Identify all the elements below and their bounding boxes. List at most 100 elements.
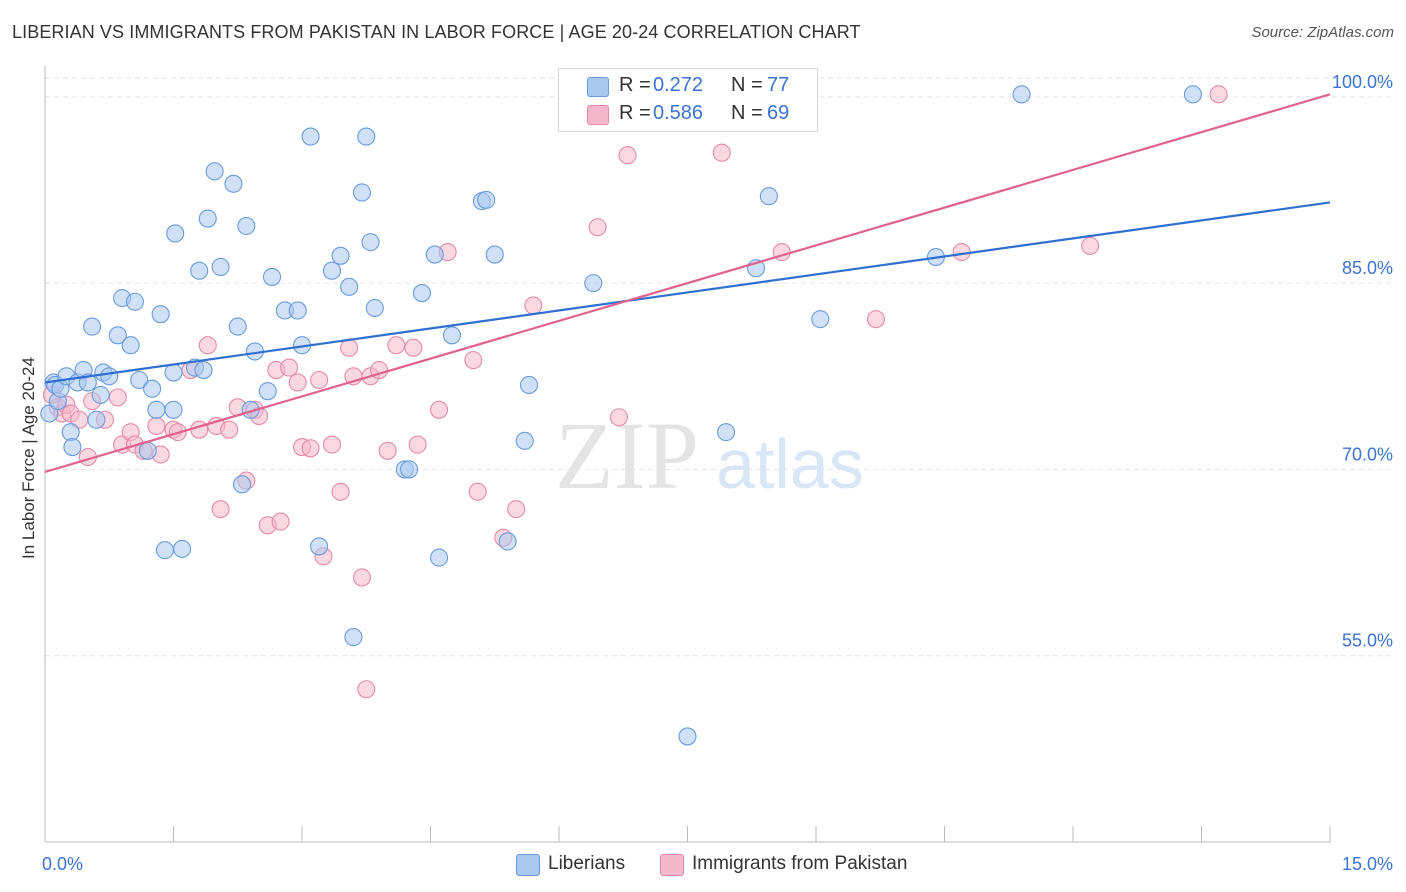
- liberians-point: [1183, 85, 1202, 104]
- liberians-point: [519, 375, 539, 395]
- liberians-point: [262, 267, 282, 286]
- liberians-point: [83, 317, 102, 336]
- pakistan-point: [430, 400, 449, 419]
- pakistan-point: [1209, 85, 1228, 104]
- pakistan-point: [301, 439, 320, 458]
- source-credit: Source: ZipAtlas.com: [1251, 24, 1394, 41]
- liberians-point: [301, 127, 320, 146]
- pakistan-point: [468, 482, 487, 501]
- liberians-point: [164, 363, 183, 382]
- liberians-point: [211, 257, 230, 277]
- liberians-point: [340, 277, 359, 296]
- pakistan-point: [618, 146, 637, 165]
- series-liberians-points: [40, 85, 1202, 746]
- liberians-point: [678, 727, 697, 746]
- liberians-point: [108, 326, 127, 345]
- liberians-point: [143, 379, 162, 398]
- pakistan-point: [198, 336, 217, 355]
- y-tick-label: 55.0%: [1342, 631, 1393, 651]
- liberians-point: [190, 261, 209, 280]
- liberians-point: [310, 537, 329, 556]
- y-tick-label: 100.0%: [1332, 72, 1393, 92]
- liberians-n-value: 77: [767, 74, 790, 96]
- pakistan-trend-line: [44, 93, 1331, 473]
- liberians-point: [331, 246, 350, 265]
- liberians-point: [228, 317, 247, 336]
- pakistan-point: [147, 416, 166, 436]
- liberians-point: [400, 460, 419, 479]
- pakistan-r-value: 0.586: [653, 102, 704, 124]
- pakistan-point: [357, 680, 376, 699]
- liberians-point: [485, 245, 504, 264]
- liberians-point: [173, 539, 192, 558]
- liberians-point: [63, 438, 82, 457]
- liberians-point: [205, 162, 224, 181]
- y-tick-label: 70.0%: [1342, 444, 1393, 464]
- chart-title: LIBERIAN VS IMMIGRANTS FROM PAKISTAN IN …: [12, 22, 861, 42]
- pakistan-point: [280, 358, 299, 377]
- pakistan-point: [588, 218, 607, 237]
- pakistan-point: [288, 373, 307, 392]
- liberians-point: [130, 370, 149, 390]
- liberians-point: [224, 174, 243, 193]
- liberians-point: [442, 326, 461, 345]
- pakistan-point: [524, 296, 543, 315]
- pakistan-point: [322, 435, 342, 454]
- pakistan-point: [1081, 236, 1100, 255]
- pakistan-point: [378, 441, 397, 460]
- liberians-point: [357, 127, 376, 146]
- liberians-point: [151, 305, 170, 324]
- liberians-legend-swatch: [516, 854, 540, 876]
- liberians-point: [78, 373, 97, 392]
- liberians-point: [147, 400, 166, 419]
- liberians-point: [138, 441, 157, 460]
- x-tick-label-min: 0.0%: [42, 854, 83, 874]
- liberians-point: [498, 532, 517, 551]
- liberians-point: [91, 385, 110, 404]
- pakistan-point: [464, 351, 483, 370]
- liberians-point: [258, 382, 277, 401]
- trend-lines: [44, 93, 1331, 473]
- zipatlas-watermark: ZIP atlas: [555, 402, 864, 509]
- liberians-point: [352, 183, 372, 202]
- liberians-point: [121, 336, 140, 355]
- axes: [44, 66, 1331, 843]
- pakistan-point: [211, 500, 230, 519]
- liberians-point: [125, 292, 144, 311]
- n-label: N =: [731, 102, 763, 124]
- liberians-point: [100, 367, 119, 386]
- pakistan-legend-label: Immigrants from Pakistan: [692, 853, 908, 874]
- liberians-point: [198, 209, 217, 228]
- liberians-point: [811, 310, 830, 329]
- liberians-point: [716, 423, 736, 442]
- r-label: R =: [619, 102, 651, 124]
- liberians-r-value: 0.272: [653, 74, 704, 96]
- pakistan-point: [404, 338, 423, 357]
- liberians-trend-line: [44, 201, 1331, 384]
- liberians-point: [288, 301, 307, 320]
- liberians-point: [61, 423, 80, 442]
- pakistan-point: [352, 568, 372, 587]
- liberians-point: [322, 261, 342, 280]
- pakistan-swatch: [587, 105, 609, 125]
- pakistan-point: [271, 512, 290, 531]
- liberians-point: [515, 431, 534, 450]
- stats-legend: R = 0.272 N = 77 R = 0.586 N = 69: [558, 68, 818, 132]
- pakistan-point: [609, 408, 629, 427]
- liberians-point: [1012, 85, 1031, 104]
- gridlines: [45, 77, 1395, 657]
- liberians-legend-label: Liberians: [548, 853, 626, 874]
- liberians-point: [344, 628, 363, 647]
- pakistan-point: [408, 435, 427, 454]
- liberians-point: [361, 233, 380, 252]
- y-axis-label: In Labor Force | Age 20-24: [19, 357, 38, 559]
- pakistan-point: [712, 143, 731, 162]
- liberians-point: [232, 475, 252, 494]
- liberians-point: [584, 274, 603, 293]
- liberians-swatch: [587, 77, 609, 97]
- liberians-point: [477, 190, 496, 209]
- liberians-point: [412, 284, 431, 303]
- liberians-point: [430, 548, 449, 567]
- pakistan-point: [952, 243, 971, 262]
